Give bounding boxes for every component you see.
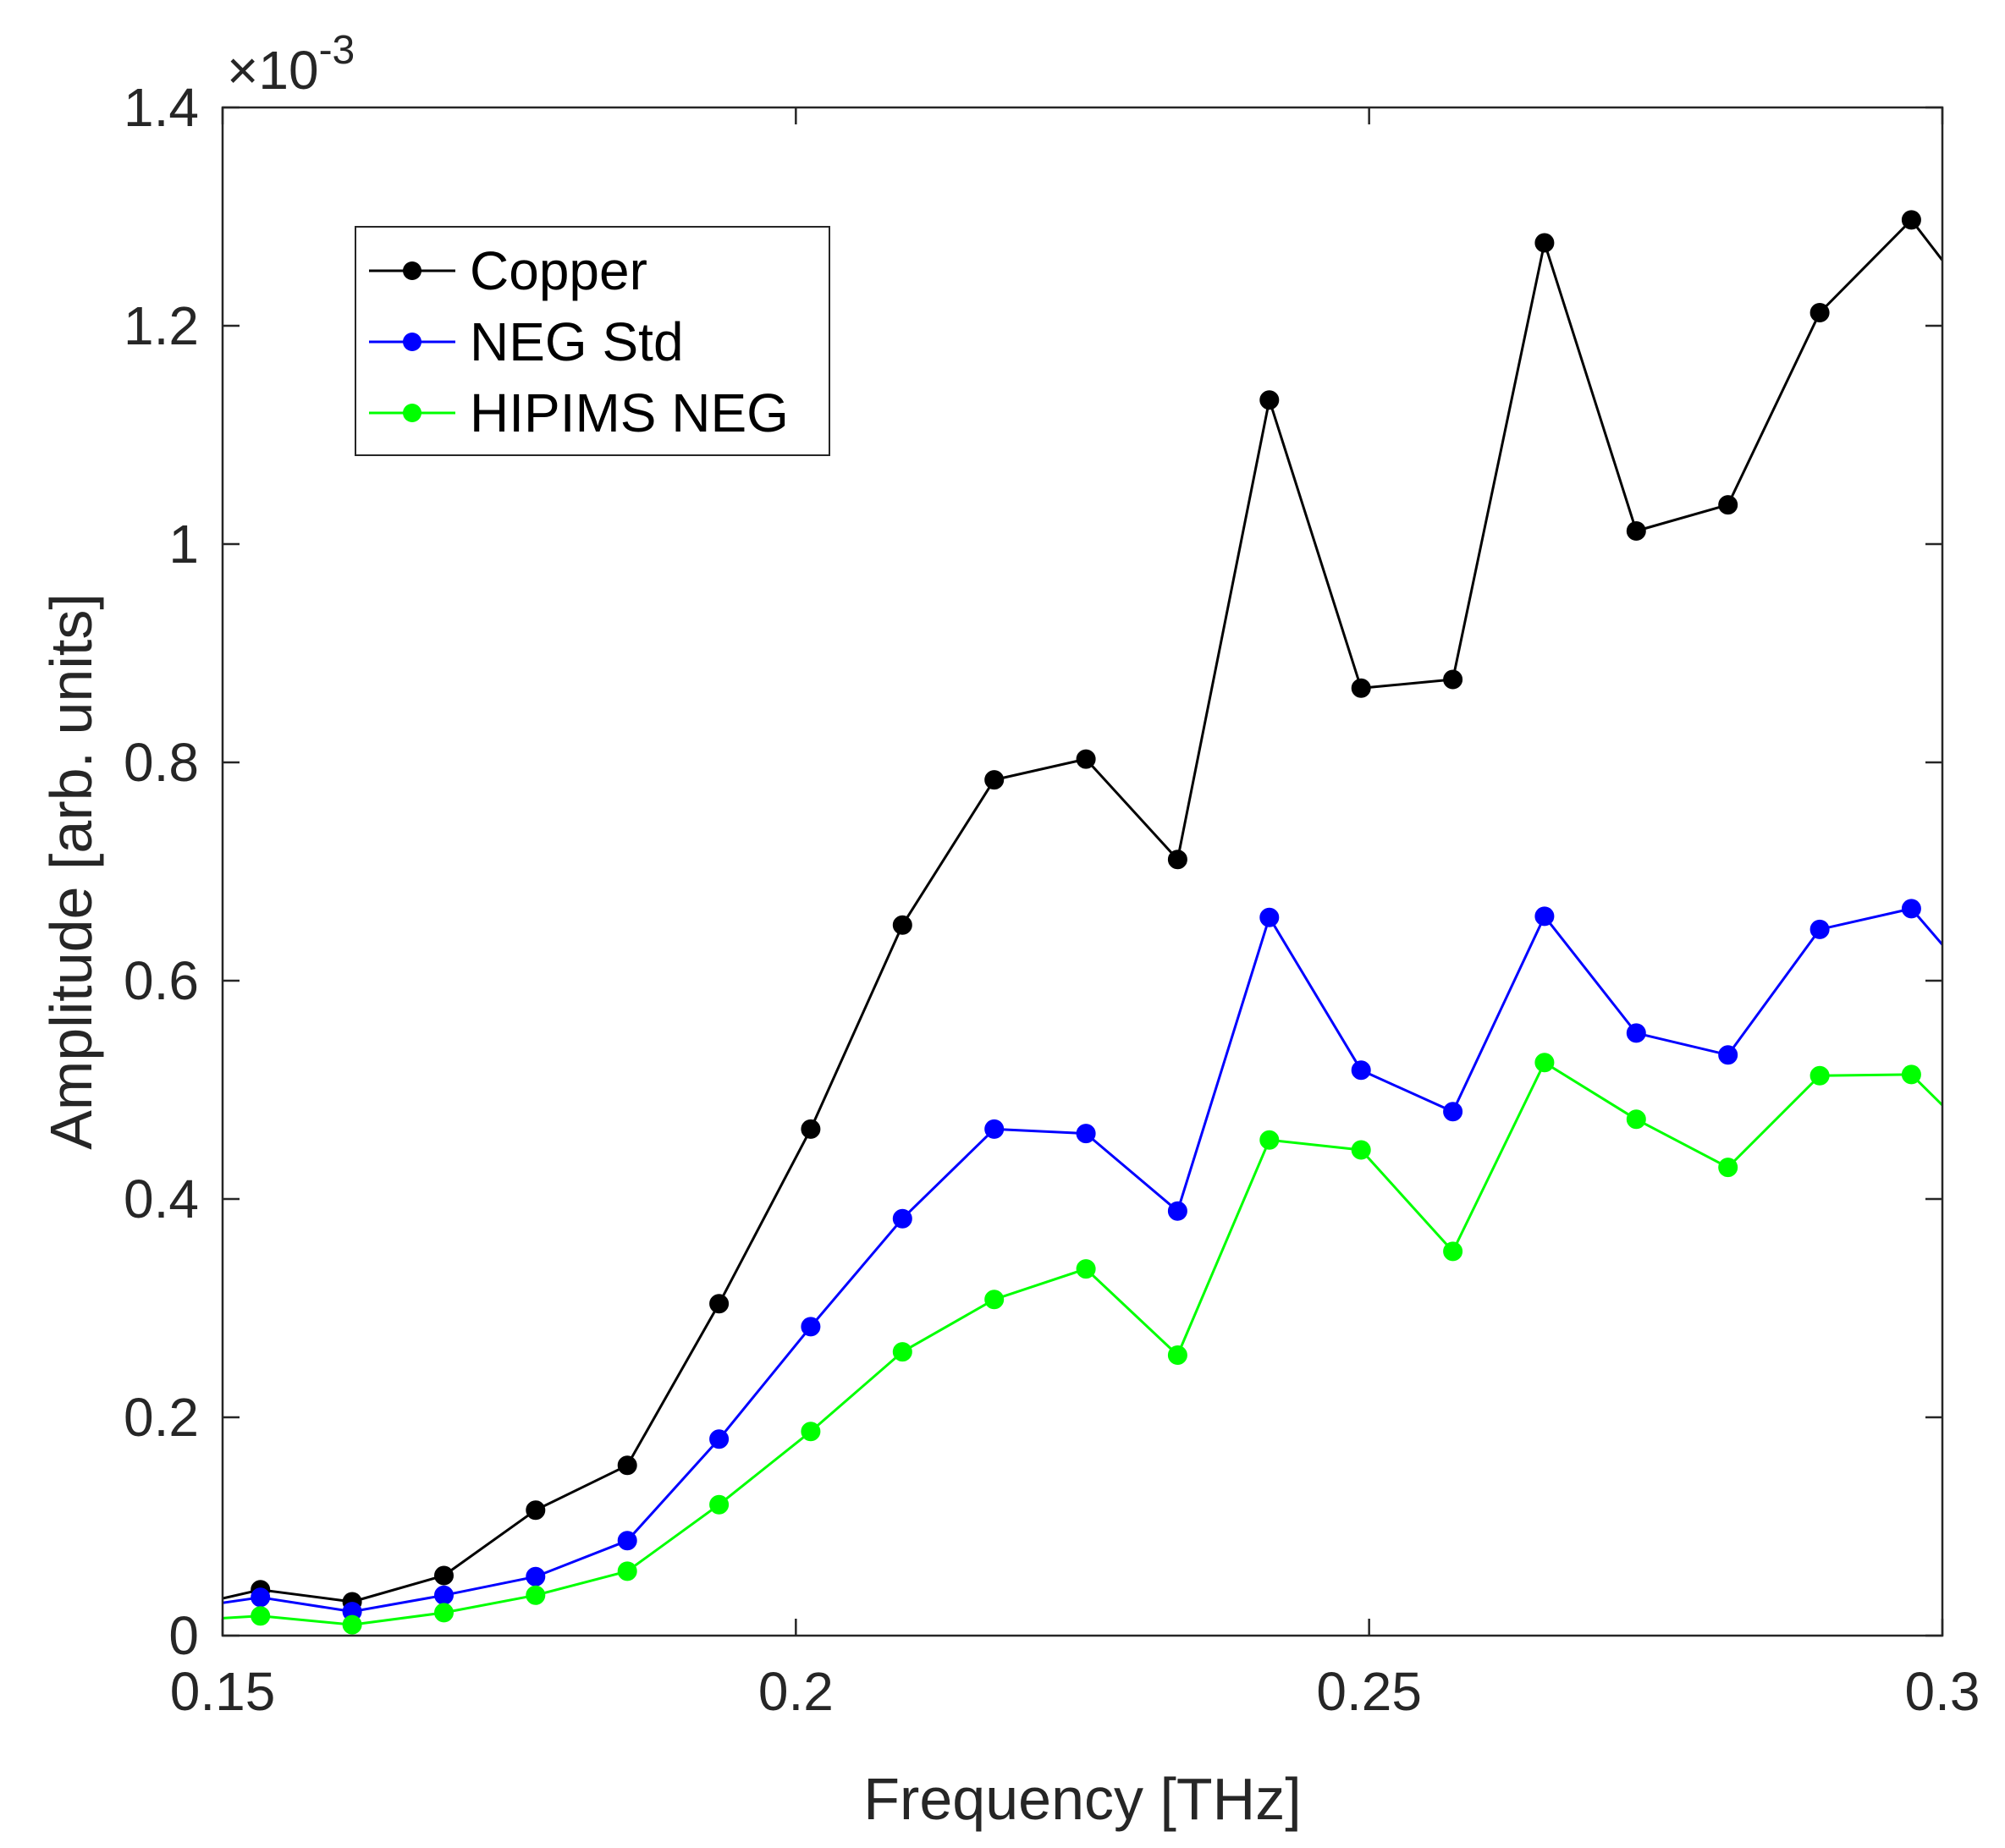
data-point-2-1 (342, 1614, 362, 1635)
axes: 0.15 0.2 0.25 0.3 0 0.2 0.4 0.6 0.8 1 1.2 1.4 Freque… (38, 28, 1980, 1832)
data-point-1-3 (526, 1566, 546, 1587)
data-point-1-14 (1534, 906, 1555, 927)
data-point-2-10 (1167, 1345, 1187, 1365)
exponent-power: -3 (319, 28, 355, 73)
series-line-2 (223, 1061, 1942, 1626)
x-tick-label: 0.3 (1905, 1661, 1980, 1722)
data-point-0-10 (1167, 850, 1187, 870)
data-point-2-7 (892, 1342, 912, 1362)
x-tick-label: 0.15 (170, 1661, 276, 1722)
data-point-0-6 (801, 1119, 821, 1139)
data-point-2-13 (1443, 1241, 1463, 1262)
data-point-2-12 (1351, 1140, 1371, 1160)
axes-box (221, 106, 1944, 1637)
data-point-1-12 (1351, 1060, 1371, 1081)
data-point-1-13 (1443, 1102, 1463, 1122)
data-point-0-3 (526, 1500, 546, 1521)
legend-label-1: NEG Std (470, 311, 684, 372)
data-point-0-15 (1626, 521, 1646, 541)
y-tick-label: 1.4 (124, 77, 199, 138)
data-point-1-0 (251, 1587, 271, 1608)
data-point-0-17 (1809, 303, 1830, 322)
data-point-2-4 (617, 1561, 637, 1581)
data-point-1-18 (1901, 899, 1921, 919)
series-group (223, 210, 1942, 1635)
data-point-0-16 (1718, 495, 1738, 515)
data-point-2-15 (1626, 1109, 1646, 1130)
data-point-1-2 (434, 1585, 454, 1605)
data-point-0-12 (1351, 678, 1371, 698)
data-point-0-9 (1076, 749, 1096, 769)
data-point-2-6 (801, 1422, 821, 1442)
data-point-2-16 (1718, 1158, 1738, 1178)
data-point-1-4 (617, 1531, 637, 1551)
data-point-1-17 (1809, 919, 1830, 939)
y-axis-title: Amplitude [arb. units] (38, 593, 104, 1150)
x-axis-title: Frequency [THz] (863, 1766, 1301, 1832)
y-tick-label: 0.6 (124, 950, 199, 1011)
data-point-1-7 (892, 1208, 912, 1229)
data-point-0-8 (984, 770, 1005, 790)
y-tick-label: 0.8 (124, 732, 199, 793)
data-point-1-9 (1076, 1124, 1096, 1144)
data-point-0-18 (1901, 210, 1921, 230)
data-point-1-10 (1167, 1201, 1187, 1221)
data-point-2-3 (526, 1585, 546, 1605)
legend-label-0: Copper (470, 240, 647, 301)
data-point-2-18 (1901, 1064, 1921, 1085)
exponent-base: ×10 (227, 40, 319, 101)
x-tick-label: 0.25 (1316, 1661, 1422, 1722)
legend-marker-0 (403, 261, 421, 280)
data-point-2-17 (1809, 1065, 1830, 1086)
legend: Copper NEG Std HIPIMS NEG (355, 226, 830, 456)
data-point-0-11 (1259, 390, 1280, 410)
legend-marker-2 (403, 404, 421, 422)
data-point-0-4 (617, 1455, 637, 1476)
y-tick-label: 0 (168, 1605, 199, 1666)
data-point-1-15 (1626, 1023, 1646, 1043)
data-point-2-14 (1534, 1053, 1555, 1073)
data-point-0-5 (709, 1294, 730, 1314)
legend-label-2: HIPIMS NEG (470, 382, 789, 443)
data-point-0-7 (892, 915, 912, 935)
x-tick-label: 0.2 (758, 1661, 834, 1722)
data-point-2-9 (1076, 1259, 1096, 1279)
data-point-2-5 (709, 1494, 730, 1515)
data-point-1-16 (1718, 1045, 1738, 1065)
y-exponent-label: ×10-3 (227, 28, 355, 101)
y-tick-label: 0.4 (124, 1169, 199, 1229)
data-point-2-8 (984, 1290, 1005, 1310)
data-point-2-2 (434, 1603, 454, 1623)
data-point-1-8 (984, 1119, 1005, 1139)
data-point-0-2 (434, 1565, 454, 1586)
data-point-0-14 (1534, 233, 1555, 253)
plot-area (223, 210, 1942, 1635)
data-point-1-6 (801, 1317, 821, 1337)
y-tick-label: 1 (168, 514, 199, 575)
data-point-0-13 (1443, 669, 1463, 690)
data-point-1-5 (709, 1429, 730, 1449)
y-tick-label: 1.2 (124, 295, 199, 356)
y-tick-label: 0.2 (124, 1387, 199, 1448)
data-point-2-11 (1259, 1130, 1280, 1150)
data-point-2-0 (251, 1606, 271, 1626)
data-point-1-11 (1259, 907, 1280, 927)
legend-marker-1 (403, 333, 421, 351)
